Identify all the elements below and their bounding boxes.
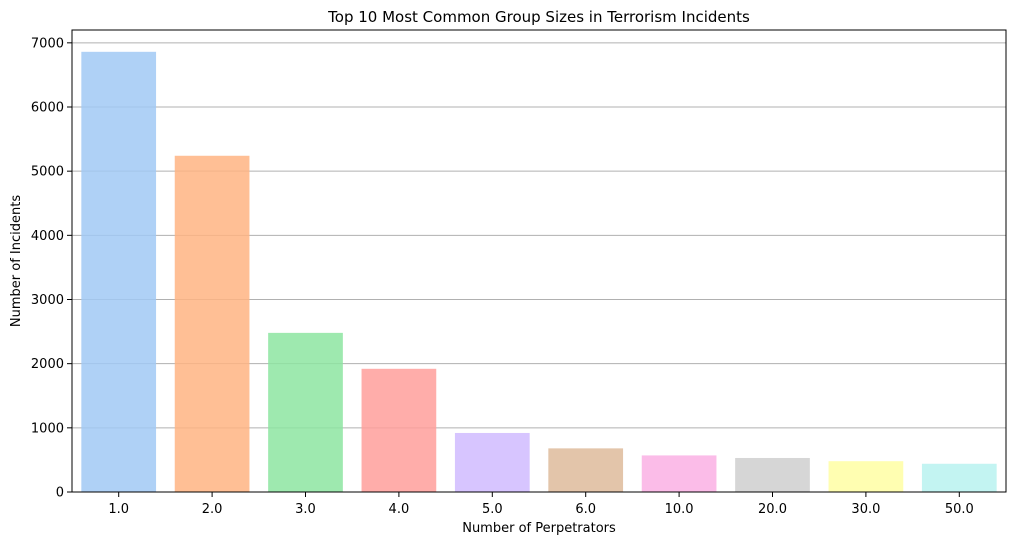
bars xyxy=(81,51,997,493)
x-tick-label: 4.0 xyxy=(389,502,410,517)
y-tick-label: 6000 xyxy=(31,101,64,116)
bar-6.0 xyxy=(548,448,624,492)
x-tick-label: 3.0 xyxy=(295,502,316,517)
bar-20.0 xyxy=(735,457,810,492)
x-tick-label: 10.0 xyxy=(665,502,694,517)
y-axis-ticks: 0 1000 2000 3000 4000 5000 6000 7000 xyxy=(31,36,72,501)
chart-title: Top 10 Most Common Group Sizes in Terror… xyxy=(327,8,750,26)
plot-frame xyxy=(71,29,1007,493)
x-axis-label: Number of Perpetrators xyxy=(462,521,616,536)
x-tick-label: 20.0 xyxy=(758,502,787,517)
bar-30.0 xyxy=(828,461,904,492)
y-tick-label: 0 xyxy=(56,486,64,501)
bar-4.0 xyxy=(361,368,437,492)
x-tick-label: 30.0 xyxy=(851,502,880,517)
x-tick-label: 5.0 xyxy=(482,502,503,517)
x-tick-label: 6.0 xyxy=(575,502,596,517)
bar-1.0 xyxy=(81,51,157,493)
x-tick-label: 2.0 xyxy=(202,502,223,517)
y-tick-label: 5000 xyxy=(31,165,64,180)
bar-5.0 xyxy=(454,432,530,492)
x-axis-ticks: 1.0 2.0 3.0 4.0 5.0 6.0 10.0 20.0 30.0 50.0 xyxy=(108,492,974,517)
y-tick-label: 4000 xyxy=(31,229,64,244)
y-tick-label: 3000 xyxy=(31,293,64,308)
y-tick-label: 2000 xyxy=(31,357,64,372)
bar-10.0 xyxy=(641,455,717,492)
x-tick-label: 1.0 xyxy=(108,502,129,517)
y-tick-label: 1000 xyxy=(31,421,64,436)
y-axis-label: Number of Incidents xyxy=(9,195,24,327)
bar-3.0 xyxy=(268,332,343,492)
x-tick-label: 50.0 xyxy=(945,502,974,517)
bar-2.0 xyxy=(174,155,250,492)
bar-50.0 xyxy=(921,463,997,492)
y-tick-label: 7000 xyxy=(31,36,64,51)
